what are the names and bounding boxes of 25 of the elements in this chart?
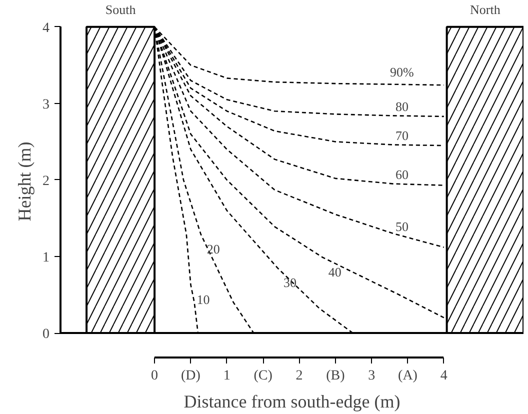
y-tick-label: 4 — [42, 20, 50, 36]
series-label: 10 — [196, 292, 210, 307]
series-label: 20 — [206, 241, 220, 256]
series-label: 50 — [395, 218, 408, 234]
x-tick-label: 2 — [296, 368, 303, 384]
y-tick-label: 1 — [42, 250, 50, 266]
series-label: 80 — [395, 98, 408, 114]
x-tick-label: 4 — [440, 368, 448, 384]
y-tick-label: 3 — [42, 97, 50, 112]
series-label: 30 — [284, 274, 297, 290]
x-tick-label: (C) — [254, 368, 273, 384]
series-label: 60 — [395, 167, 408, 182]
y-tick-label: 0 — [42, 327, 50, 342]
series-label: 70 — [395, 128, 408, 143]
series-label: 40 — [328, 264, 342, 280]
x-tick-label: (B) — [326, 368, 346, 384]
y-axis-title: Height (m) — [14, 142, 34, 222]
x-tick-label: 0 — [151, 368, 158, 384]
x-tick-label: 3 — [368, 368, 376, 384]
x-axis-title: Distance from south-edge (m) — [184, 392, 400, 412]
series-label: 90% — [390, 64, 414, 80]
x-tick-label: (A) — [398, 368, 418, 384]
x-tick-label: (D) — [181, 368, 201, 384]
y-tick-label: 2 — [42, 174, 50, 189]
x-tick-label: 1 — [223, 368, 230, 384]
